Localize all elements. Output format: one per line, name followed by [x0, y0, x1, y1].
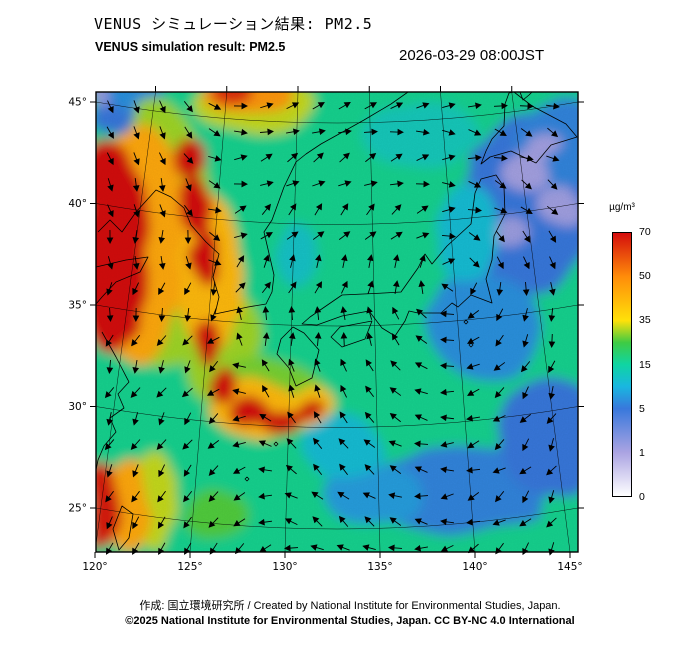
colorbar-tick-label: 0: [639, 491, 645, 503]
lat-tick-label: 40°: [68, 198, 87, 210]
field-noise-texture: [96, 92, 578, 552]
lat-tick-label: 30°: [68, 401, 87, 413]
colorbar-tick-label: 1: [639, 446, 645, 459]
page-title-english: VENUS simulation result: PM2.5: [95, 40, 286, 54]
credit-line: 作成: 国立環境研究所 / Created by National Instit…: [139, 600, 561, 612]
colorbar-unit-label: µg/m³: [609, 202, 635, 213]
forecast-timestamp: 2026-03-29 08:00JST: [399, 47, 545, 64]
lon-tick-label: 135°: [367, 561, 392, 573]
copyright-line: ©2025 National Institute for Environment…: [125, 615, 575, 627]
map-plot-area: 45° 40° 35° 30° 25° 120° 125° 130° 135° 140° 145°: [68, 86, 584, 573]
colorbar-tick-label: 15: [639, 358, 651, 371]
page-title-japanese: VENUS シミュレーション結果: PM2.5: [94, 15, 373, 33]
lon-tick-label: 130°: [272, 561, 297, 573]
colorbar-tick-label: 5: [639, 402, 645, 415]
colorbar-tick-label: 50: [639, 270, 651, 283]
lat-tick-label: 25°: [68, 503, 87, 515]
colorbar-tick-label: 70: [639, 226, 651, 238]
axis-labels: 45° 40° 35° 30° 25° 120° 125° 130° 135° 140° 145°: [68, 86, 584, 573]
lon-tick-label: 125°: [177, 561, 202, 573]
lon-tick-label: 140°: [462, 561, 487, 573]
lat-tick-label: 35°: [68, 300, 87, 312]
map-frame: [95, 91, 579, 553]
colorbar: [612, 232, 632, 497]
coastlines: [96, 92, 578, 551]
lat-tick-label: 45°: [68, 97, 87, 109]
lon-tick-label: 120°: [82, 561, 107, 573]
colorbar-tick-label: 35: [639, 314, 651, 327]
lon-tick-label: 145°: [557, 561, 582, 573]
